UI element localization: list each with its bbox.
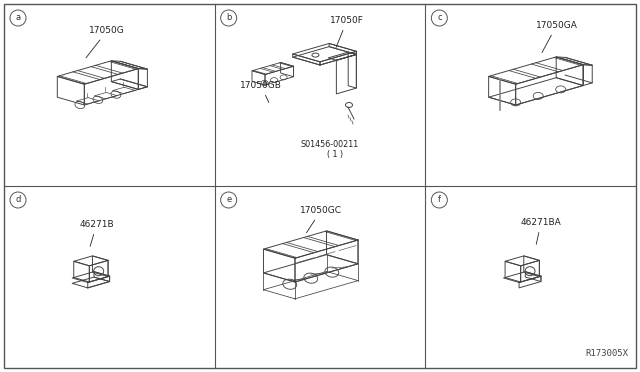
Text: R173005X: R173005X xyxy=(585,349,628,358)
Text: a: a xyxy=(15,13,20,22)
Text: 46271BA: 46271BA xyxy=(521,218,561,244)
Text: 17050GA: 17050GA xyxy=(536,21,577,52)
Text: d: d xyxy=(15,196,20,205)
Text: 46271B: 46271B xyxy=(79,220,114,246)
Text: 17050F: 17050F xyxy=(330,16,364,47)
Text: e: e xyxy=(226,196,231,205)
Text: c: c xyxy=(437,13,442,22)
Text: S01456-00211: S01456-00211 xyxy=(301,140,359,149)
Text: b: b xyxy=(226,13,231,22)
Text: 17050G: 17050G xyxy=(86,26,125,58)
Text: ( 1 ): ( 1 ) xyxy=(327,150,343,159)
Text: 17050GC: 17050GC xyxy=(300,206,342,232)
Text: f: f xyxy=(438,196,441,205)
Text: 17050GB: 17050GB xyxy=(240,81,282,102)
